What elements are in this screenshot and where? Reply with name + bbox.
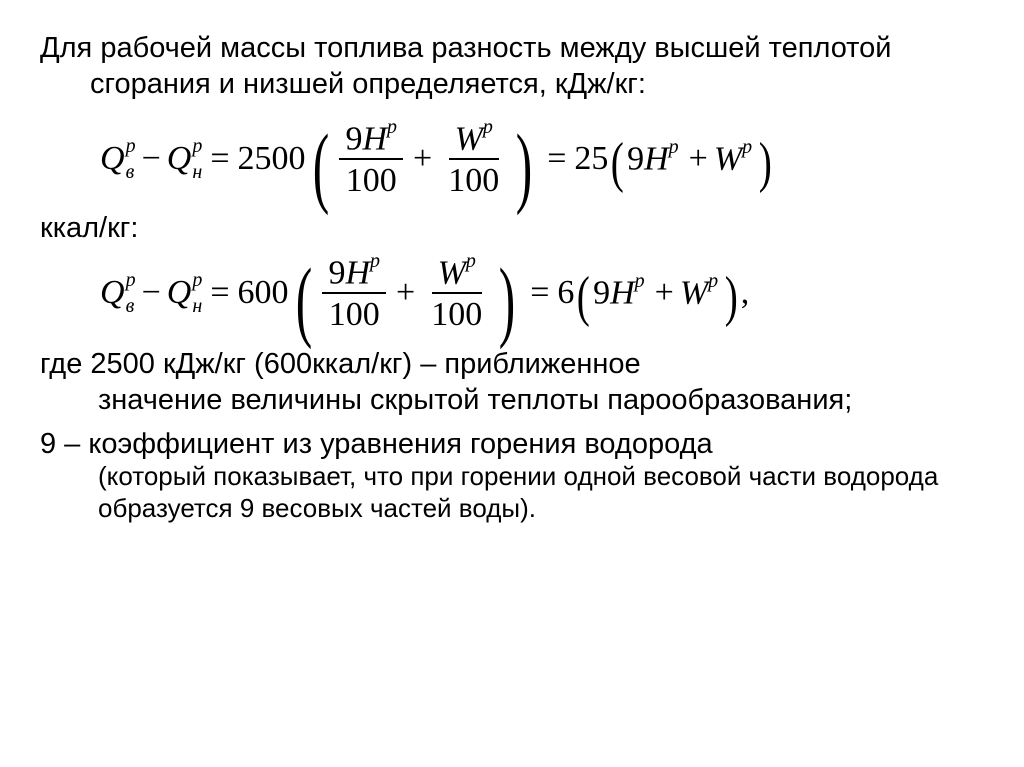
equals-sign: =: [210, 140, 229, 178]
plus-sign-2: +: [689, 140, 708, 178]
equals-sign-2: =: [547, 140, 566, 178]
term-9Hp: 9Hp: [627, 140, 683, 178]
frac-Wp-100: Wp 100: [442, 121, 505, 198]
explain-2500-lead: где 2500 кДж/кг (600ккал/кг) – приближен…: [40, 348, 641, 380]
minus-sign: −: [142, 140, 161, 178]
term-Wp-2: Wp: [680, 274, 722, 312]
unit-kcal-label: ккал/кг:: [40, 212, 984, 245]
plus-sign: +: [413, 140, 432, 178]
document-page: Для рабочей массы топлива разность между…: [0, 0, 1024, 544]
explain-9-lead: 9 – коэффициент из уравнения горения вод…: [40, 428, 713, 460]
frac-Wp-100-2: Wp 100: [425, 255, 488, 332]
explain-9-sub: (который показывает, что при горении одн…: [40, 461, 984, 523]
term-Qv: Qpв: [100, 140, 136, 179]
term-Wp: Wp: [714, 140, 756, 178]
formula-kj: Qpв − Qpн = 2500 ( 9Hp 100 + Wp 100 ) = …: [100, 121, 984, 198]
explain-2500: где 2500 кДж/кг (600ккал/кг) – приближен…: [40, 346, 984, 419]
plus-sign-3: +: [396, 274, 415, 312]
frac-9Hp-100: 9Hp 100: [339, 121, 403, 198]
equals-sign-4: =: [530, 274, 549, 312]
term-Qn: Qpн: [167, 140, 203, 179]
minus-sign-2: −: [142, 274, 161, 312]
coef-6: 6: [557, 274, 574, 312]
term-Qn-2: Qpн: [167, 274, 203, 313]
intro-text: Для рабочей массы топлива разность между…: [40, 30, 984, 103]
formula-kcal: Qpв − Qpн = 600 ( 9Hp 100 + Wp 100 ) = 6…: [100, 255, 984, 332]
intro-paragraph: Для рабочей массы топлива разность между…: [40, 30, 984, 103]
coef-25: 25: [574, 140, 608, 178]
coef-600: 600: [238, 274, 289, 312]
plus-sign-4: +: [655, 274, 674, 312]
frac-9Hp-100-2: 9Hp 100: [322, 255, 386, 332]
trailing-comma: ,: [741, 274, 750, 312]
coef-2500: 2500: [238, 140, 306, 178]
explain-9: 9 – коэффициент из уравнения горения вод…: [40, 427, 984, 524]
explain-2500-cont: значение величины скрытой теплоты парооб…: [40, 382, 984, 418]
equals-sign-3: =: [210, 274, 229, 312]
term-Qv-2: Qpв: [100, 274, 136, 313]
term-9Hp-2: 9Hp: [593, 274, 649, 312]
